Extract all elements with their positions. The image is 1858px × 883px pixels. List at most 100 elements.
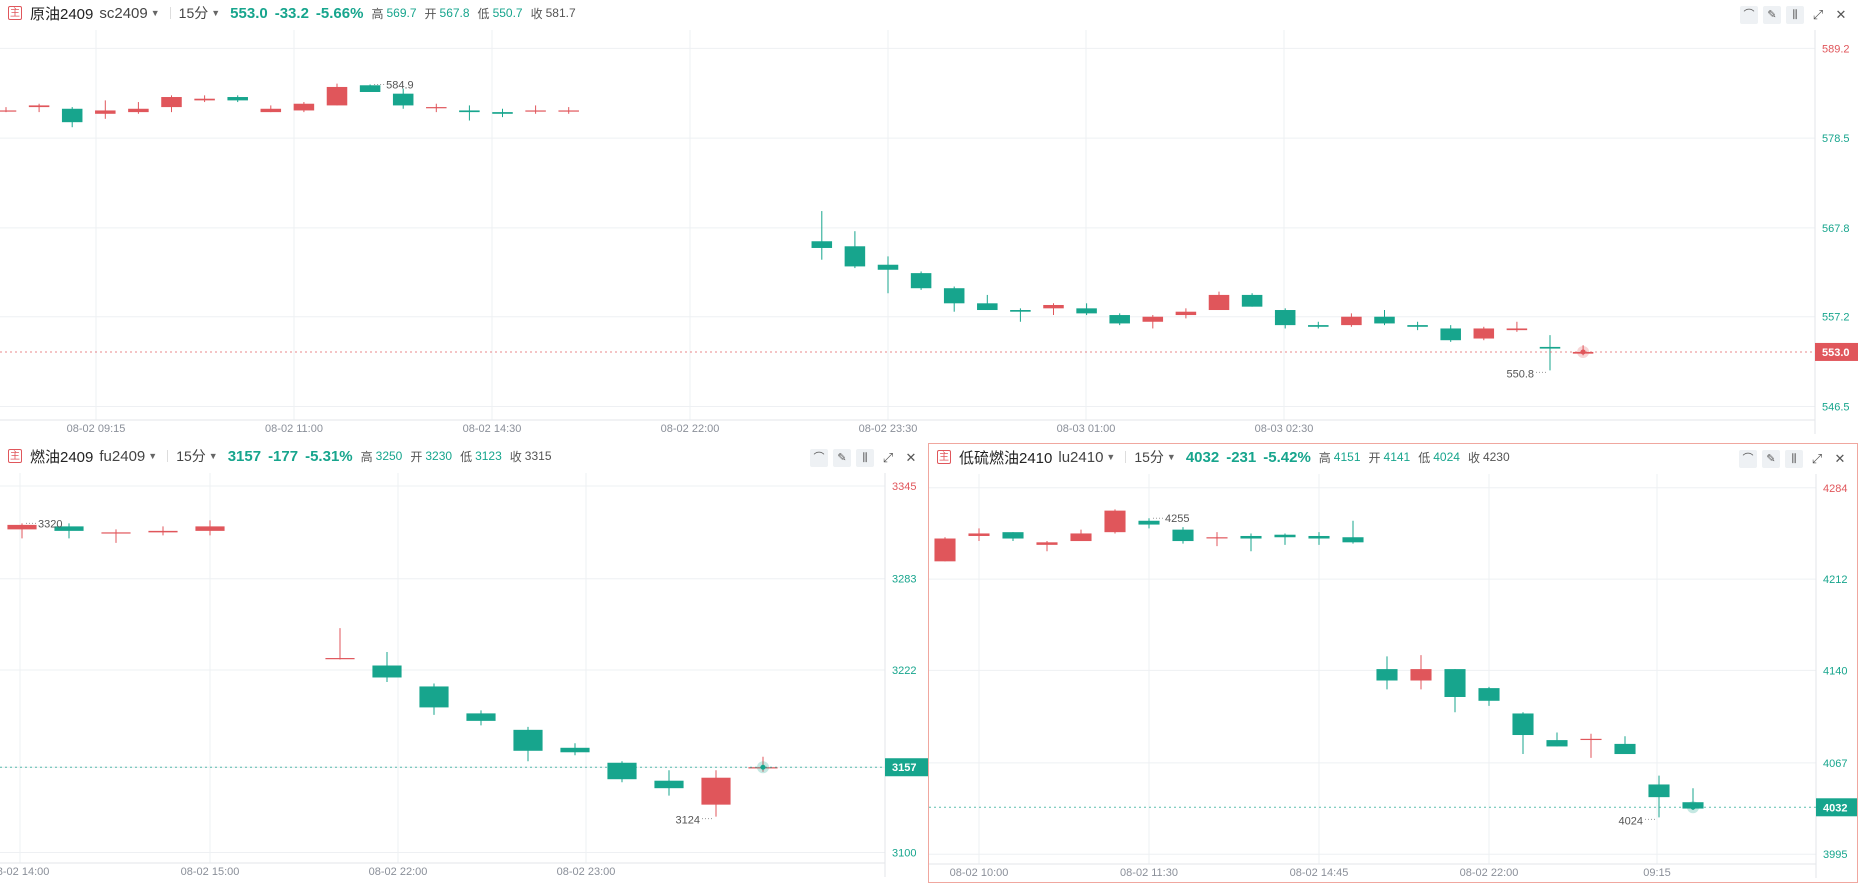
last-price-tag-label: 553.0 <box>1822 347 1850 359</box>
price-change-pct: -5.66% <box>315 4 364 22</box>
candle-type-icon[interactable]: ⫼ <box>856 449 874 467</box>
live-price-dot <box>1580 349 1586 355</box>
divider <box>167 450 169 462</box>
candle-body <box>392 93 414 106</box>
chevron-down-icon[interactable]: ▼ <box>208 451 218 461</box>
high-label: 高 <box>371 6 384 21</box>
indicator-icon[interactable]: ⌒ <box>1739 450 1757 468</box>
candle-body <box>1175 311 1197 316</box>
candle-body <box>1512 713 1534 736</box>
candle-body <box>1208 294 1230 311</box>
chevron-down-icon[interactable]: ▼ <box>1166 452 1176 462</box>
candle-body <box>934 538 956 562</box>
draw-icon[interactable]: ✎ <box>1762 450 1780 468</box>
candle-body <box>877 264 899 270</box>
close-icon[interactable]: ✕ <box>905 450 917 465</box>
symbol-name[interactable]: 原油2409 <box>30 5 94 23</box>
low-value: 3123 <box>475 449 502 463</box>
price-change-pct: -5.42% <box>1263 448 1311 466</box>
chart-panel-low-sulfur-fuel-oil: 主 低硫燃油2410 lu2410 ▼ 15分 ▼ 4032 -231 -5.4… <box>928 443 1858 883</box>
main-chart-icon[interactable]: 主 <box>937 450 951 464</box>
candle-type-icon[interactable]: ⫼ <box>1786 6 1804 24</box>
panel-toolbar: ⌒ ✎ ⫼ ⤢ ✕ <box>1735 6 1850 24</box>
candle-body <box>1614 743 1636 755</box>
x-tick-label: 08-02 14:45 <box>1290 867 1349 879</box>
candle-body <box>195 526 225 531</box>
chevron-down-icon[interactable]: ▼ <box>148 451 158 461</box>
candle-body <box>1648 784 1670 798</box>
candle-body <box>1478 688 1500 701</box>
y-tick-label: 3995 <box>1823 849 1847 861</box>
chevron-down-icon[interactable]: ▼ <box>211 8 221 18</box>
high-label: 高 <box>360 449 373 464</box>
open-label: 开 <box>410 449 423 464</box>
open-value: 4141 <box>1383 450 1411 464</box>
close-icon[interactable]: ✕ <box>1834 451 1846 466</box>
indicator-icon[interactable]: ⌒ <box>1740 6 1758 24</box>
chart-panel-crude-oil: 主 原油2409 sc2409 ▼ 15分 ▼ 553.0 -33.2 -5.6… <box>0 0 1858 440</box>
y-tick-label: 3100 <box>892 848 916 860</box>
x-tick-label: 08-02 23:30 <box>859 423 918 435</box>
y-tick-label: 4212 <box>1823 574 1847 586</box>
last-price: 3157 <box>227 447 262 465</box>
y-tick-label: 4140 <box>1823 665 1847 677</box>
candle-body <box>1043 304 1064 309</box>
low-label: 低 <box>460 449 473 464</box>
main-chart-icon[interactable]: 主 <box>8 6 22 20</box>
x-tick-label: 08-02 10:00 <box>950 867 1009 879</box>
chart-panel-fuel-oil: 主 燃油2409 fu2409 ▼ 15分 ▼ 3157 -177 -5.31%… <box>0 443 928 883</box>
symbol-name[interactable]: 燃油2409 <box>30 448 94 466</box>
x-tick-label: 09:15 <box>1643 867 1671 879</box>
price-change: -177 <box>268 447 299 465</box>
expand-icon[interactable]: ⤢ <box>1812 7 1824 22</box>
close-icon[interactable]: ✕ <box>1835 7 1847 22</box>
draw-icon[interactable]: ✎ <box>833 449 851 467</box>
candle-body <box>558 110 579 112</box>
x-tick-label: 08-02 11:30 <box>1120 867 1178 879</box>
expand-icon[interactable]: ⤢ <box>1811 451 1823 466</box>
chevron-down-icon[interactable]: ▼ <box>1106 452 1116 462</box>
x-tick-label: 08-02 22:00 <box>661 423 720 435</box>
open-label: 开 <box>1368 450 1381 465</box>
main-chart-icon[interactable]: 主 <box>8 449 22 463</box>
candle-body <box>1172 529 1194 542</box>
candlestick-chart[interactable]: 4284 4212 4140 4067 3995 08-02 10:00 08-02 11:… <box>929 444 1858 883</box>
candle-body <box>968 533 990 536</box>
candle-body <box>1274 310 1296 326</box>
candle-body <box>161 97 182 108</box>
symbol-code[interactable]: lu2410 <box>1058 448 1104 466</box>
high-value: 3250 <box>375 449 403 463</box>
close-value: 581.7 <box>545 6 576 20</box>
price-change-pct: -5.31% <box>305 447 353 465</box>
candle-body <box>0 110 17 112</box>
period-selector[interactable]: 15分 <box>176 448 206 464</box>
low-marker-label: 550.8 <box>1506 368 1534 380</box>
draw-icon[interactable]: ✎ <box>1763 6 1781 24</box>
symbol-code[interactable]: fu2409 <box>99 447 146 465</box>
indicator-icon[interactable]: ⌒ <box>810 449 828 467</box>
candle-body <box>95 110 116 114</box>
candle-body <box>1407 325 1428 327</box>
candle-body <box>1374 316 1395 324</box>
last-price: 4032 <box>1185 448 1220 466</box>
chevron-down-icon[interactable]: ▼ <box>150 8 160 18</box>
candle-body <box>525 110 546 112</box>
candle-body <box>7 524 37 530</box>
candlestick-chart[interactable]: 3345 3283 3222 3157 3100 08-02 14:00 08-02 15:… <box>0 443 928 883</box>
high-marker-label: 584.9 <box>386 79 414 91</box>
candle-body <box>1240 535 1262 539</box>
x-tick-label: 08-02 11:00 <box>265 423 323 435</box>
candle-body <box>1274 534 1296 538</box>
period-selector[interactable]: 15分 <box>1134 449 1164 465</box>
candlestick-chart[interactable]: 589.2 578.5 567.8 557.2 546.5 08-02 09:15 08-0… <box>0 0 1858 440</box>
expand-icon[interactable]: ⤢ <box>882 450 894 465</box>
candle-type-icon[interactable]: ⫼ <box>1785 450 1803 468</box>
price-change: -33.2 <box>274 4 309 22</box>
period-selector[interactable]: 15分 <box>178 5 209 21</box>
symbol-code[interactable]: sc2409 <box>99 4 148 22</box>
live-price-dot <box>760 764 766 770</box>
symbol-name[interactable]: 低硫燃油2410 <box>959 449 1053 467</box>
candle-body <box>811 241 833 248</box>
candle-body <box>607 762 637 780</box>
candle-body <box>1036 542 1058 545</box>
